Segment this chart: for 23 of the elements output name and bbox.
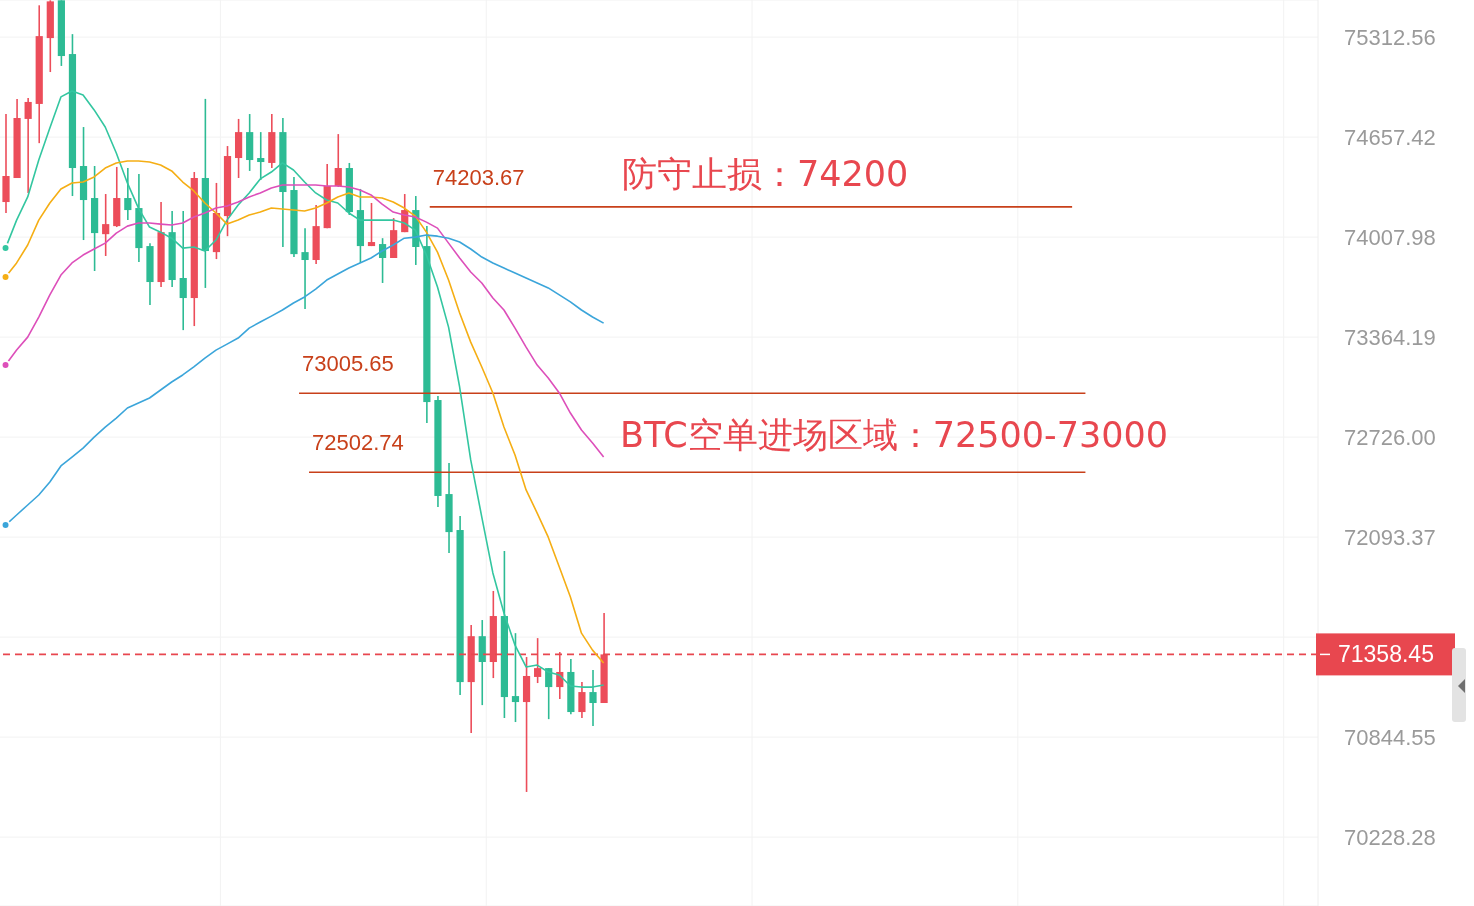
y-tick-label: 74657.42 xyxy=(1344,125,1436,151)
candlestick xyxy=(334,133,342,188)
ref-line-label: 74203.67 xyxy=(432,164,525,190)
y-tick-label: 72093.37 xyxy=(1344,525,1436,551)
y-tick-label: 70228.28 xyxy=(1344,825,1436,851)
candlestick xyxy=(301,227,309,310)
candlestick xyxy=(257,131,265,181)
candlestick xyxy=(124,167,132,221)
annotation: 防守止损：74200 xyxy=(622,154,909,194)
candlestick xyxy=(179,210,187,331)
y-tick-label: 73364.19 xyxy=(1344,325,1436,351)
y-tick-label: 75312.56 xyxy=(1344,25,1436,51)
ref-line-label: 73005.65 xyxy=(302,351,394,377)
candlestick xyxy=(102,193,110,257)
candlestick xyxy=(24,97,32,194)
y-tick-label: 72726.00 xyxy=(1344,425,1436,451)
ref-line-label: 71358.45 xyxy=(1338,641,1434,668)
ref-line-label: 72502.74 xyxy=(312,430,404,456)
y-tick-label: 70844.55 xyxy=(1344,725,1436,751)
annotation: BTC空单进场区域：72500-73000 xyxy=(620,415,1169,455)
candlestick xyxy=(367,202,376,247)
y-tick-label: 74007.98 xyxy=(1344,225,1436,251)
candlestick xyxy=(578,681,586,719)
